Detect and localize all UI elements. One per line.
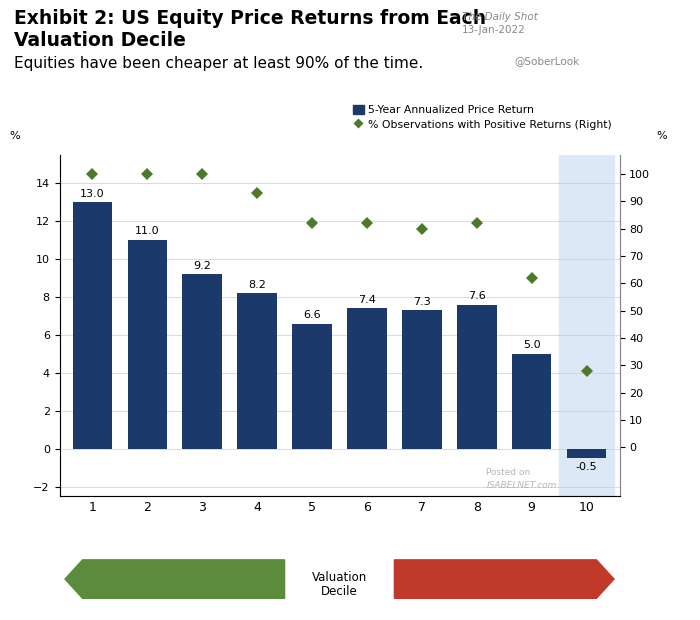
Text: 7.4: 7.4 — [358, 294, 376, 304]
Text: 7.6: 7.6 — [468, 291, 486, 301]
Legend: 5-Year Annualized Price Return, % Observations with Positive Returns (Right): 5-Year Annualized Price Return, % Observ… — [351, 102, 614, 131]
Text: The Daily Shot: The Daily Shot — [462, 12, 538, 22]
Text: 6.6: 6.6 — [303, 310, 321, 320]
Text: 8.2: 8.2 — [248, 280, 266, 290]
Text: Exhibit 2: US Equity Price Returns from Each: Exhibit 2: US Equity Price Returns from … — [14, 9, 486, 29]
Polygon shape — [394, 560, 614, 598]
Bar — [567, 449, 606, 458]
Bar — [237, 293, 277, 449]
Text: @SoberLook: @SoberLook — [514, 56, 580, 66]
Polygon shape — [65, 560, 285, 598]
Text: Valuation Decile: Valuation Decile — [14, 31, 186, 50]
Bar — [457, 304, 496, 449]
Bar — [127, 240, 167, 449]
Text: ISABELNET.com: ISABELNET.com — [486, 480, 557, 490]
Text: Equities have been cheaper at least 90% of the time.: Equities have been cheaper at least 90% … — [14, 56, 424, 71]
Text: 7.3: 7.3 — [413, 296, 430, 306]
Text: 13.0: 13.0 — [80, 188, 105, 198]
Text: 11.0: 11.0 — [135, 226, 160, 236]
Bar — [293, 324, 332, 449]
Text: 9.2: 9.2 — [193, 260, 211, 270]
Text: 5.0: 5.0 — [523, 340, 540, 350]
Text: Less Expensive: Less Expensive — [127, 573, 240, 585]
Text: More Expensive: More Expensive — [432, 573, 550, 585]
Bar — [512, 354, 552, 449]
Bar — [347, 308, 386, 449]
Text: %: % — [9, 131, 20, 141]
Text: Posted on: Posted on — [486, 468, 531, 477]
Bar — [73, 202, 112, 449]
Text: Decile: Decile — [321, 585, 358, 598]
Text: -0.5: -0.5 — [575, 462, 597, 472]
Bar — [559, 155, 614, 496]
Bar — [402, 311, 442, 449]
Bar — [183, 274, 222, 449]
Text: %: % — [656, 131, 667, 141]
Text: Valuation: Valuation — [312, 570, 367, 583]
Text: 13-Jan-2022: 13-Jan-2022 — [462, 25, 526, 35]
